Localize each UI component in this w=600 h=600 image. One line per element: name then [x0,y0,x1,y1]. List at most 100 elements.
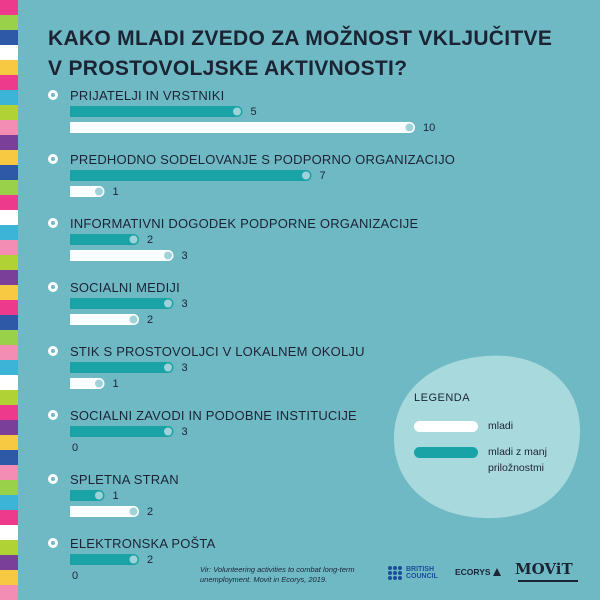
stripe-segment [0,360,18,375]
ecorys-triangle-icon [492,568,501,576]
bar-mladi-value-label: 0 [72,570,78,582]
bar-mladi-manj-end-dot [233,107,241,116]
british-council-text-1: BRITISH [406,566,434,573]
bar-mladi-value-label: 3 [182,250,188,262]
bar-mladi-cap [70,250,78,261]
stripe-segment [0,45,18,60]
bullet-icon-center [51,93,55,97]
bar-mladi [70,378,105,389]
stripe-segment [0,150,18,165]
stripe-segment [0,195,18,210]
bar-mladi-cap [70,378,78,389]
category-label: SOCIALNI MEDIJI [70,280,180,295]
category-label: PRIJATELJI IN VRSTNIKI [70,88,224,103]
bullet-icon-center [51,349,55,353]
stripe-segment [0,375,18,390]
stripe-segment [0,570,18,585]
color-stripe [0,0,18,600]
bar-mladi-value-label: 2 [147,506,153,518]
stripe-segment [0,585,18,600]
legend-background [393,355,580,519]
bar-mladi-value-label: 0 [72,442,78,454]
bar-mladi-end-dot [164,251,172,260]
stripe-segment [0,270,18,285]
bar-mladi-manj-value-label: 2 [147,234,153,246]
bullet-icon-center [51,157,55,161]
bar-mladi-value-label: 2 [147,314,153,326]
chart-title: KAKO MLADI ZVEDO ZA MOŽNOST VKLJUČITVE V… [48,24,568,84]
bar-mladi-manj-end-dot [129,235,138,244]
stripe-segment [0,330,18,345]
movit-logo: MOViT [515,560,573,578]
bar-mladi-manj-value-label: 7 [320,170,326,182]
category-label: INFORMATIVNI DOGODEK PODPORNE ORGANIZACI… [70,216,418,231]
category-label: SOCIALNI ZAVODI IN PODOBNE INSTITUCIJE [70,408,357,423]
stripe-segment [0,180,18,195]
bullet-icon-center [51,477,55,481]
title-line-2: V PROSTOVOLJSKE AKTIVNOSTI? [48,57,408,80]
bar-mladi-manj-end-dot [164,363,172,372]
british-council-dots-icon [388,566,402,580]
stripe-segment [0,60,18,75]
stripe-segment [0,240,18,255]
bar-mladi [70,314,139,325]
bar-mladi-manj-end-dot [164,299,172,308]
stripe-segment [0,135,18,150]
bar-mladi-cap [70,186,78,197]
ecorys-text: ECORYS [455,567,491,577]
category-label: STIK S PROSTOVOLJCI V LOKALNEM OKOLJU [70,344,365,359]
stripe-segment [0,390,18,405]
stripe-segment [0,15,18,30]
stripe-segment [0,480,18,495]
stripe-segment [0,540,18,555]
bar-mladi-manj-end-dot [164,427,172,436]
bar-mladi-end-dot [405,123,414,132]
bar-mladi-manj-cap [70,362,78,373]
bar-mladi-value-label: 1 [113,186,119,198]
bar-mladi-manj-value-label: 5 [251,106,257,118]
bar-mladi-manj-value-label: 2 [147,554,153,566]
category-label: PREDHODNO SODELOVANJE S PODPORNO ORGANIZ… [70,152,455,167]
stripe-segment [0,465,18,480]
bar-mladi [70,186,105,197]
bar-mladi-manj-value-label: 1 [113,490,119,502]
bar-mladi [70,506,139,517]
movit-underline [518,580,578,582]
stripe-segment [0,450,18,465]
stripe-segment [0,285,18,300]
bar-mladi-end-dot [95,187,103,196]
british-council-text-2: COUNCIL [406,573,438,580]
bar-mladi-manj [70,170,312,181]
stripe-segment [0,75,18,90]
stripe-segment [0,210,18,225]
stripe-segment [0,255,18,270]
bar-mladi-manj [70,490,105,501]
bar-mladi-manj-end-dot [95,491,103,500]
bar-mladi-manj [70,426,174,437]
legend-title: LEGENDA [414,392,471,404]
ecorys-logo: ECORYS [455,567,501,577]
stripe-segment [0,30,18,45]
category-label: SPLETNA STRAN [70,472,179,487]
stripe-segment [0,315,18,330]
bar-mladi-end-dot [95,379,103,388]
stripe-segment [0,90,18,105]
bar-mladi-manj-cap [70,554,78,565]
legend-label-mladi: mladi [488,420,514,432]
bar-mladi [70,122,415,133]
stripe-segment [0,420,18,435]
bar-mladi-manj-cap [70,106,78,117]
stripe-segment [0,525,18,540]
bar-mladi-manj-cap [70,234,78,245]
legend-swatch-mladi-manj [414,447,478,458]
bar-mladi-manj [70,362,174,373]
bar-mladi-cap [70,122,78,133]
bar-mladi-manj-value-label: 3 [182,426,188,438]
source-note: Vir: Volunteering activities to combat l… [200,565,355,584]
bar-mladi-manj-end-dot [302,171,310,180]
stripe-segment [0,120,18,135]
bullet-icon-center [51,541,55,545]
bar-mladi-manj-end-dot [129,555,138,564]
stripe-segment [0,555,18,570]
